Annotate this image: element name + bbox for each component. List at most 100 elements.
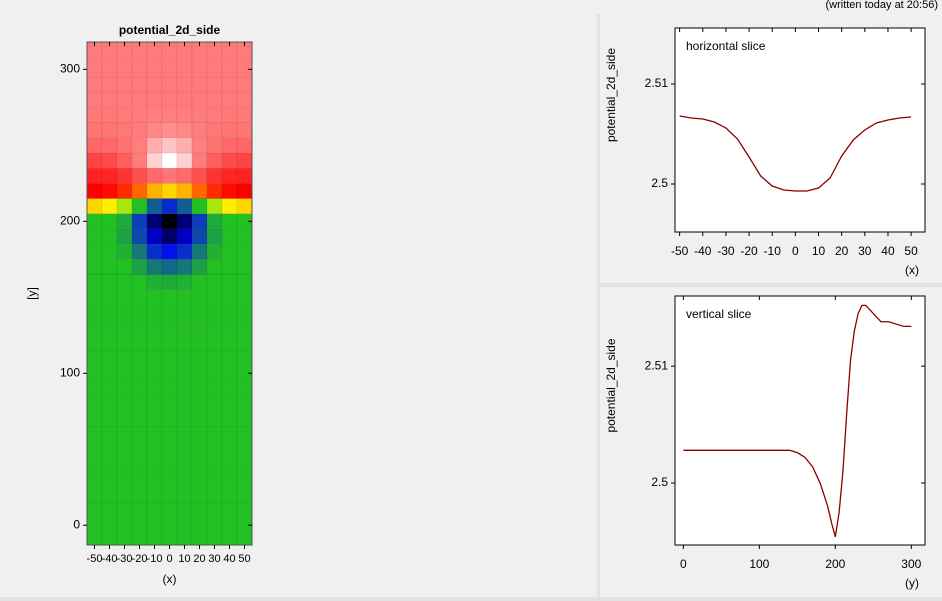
heat-cell [206, 517, 223, 534]
heat-cell [101, 335, 118, 351]
heat-cell [176, 426, 193, 442]
heat-cell [191, 61, 208, 78]
heat-cell [101, 167, 118, 184]
heat-cell [146, 487, 163, 503]
heat-cell [116, 228, 133, 245]
heat-cell [87, 61, 103, 78]
heat-cell [116, 122, 133, 138]
heat-cell [161, 517, 178, 534]
heat-cell [101, 471, 118, 488]
heat-cell [87, 395, 103, 412]
heat-cell [116, 395, 133, 412]
heat-cell [176, 76, 193, 93]
heat-cell [206, 61, 223, 78]
heat-cell [191, 335, 208, 351]
heat-cell [131, 319, 148, 336]
heat-cell [221, 456, 238, 473]
heat-cell [101, 107, 118, 123]
heat-cell [176, 91, 193, 108]
heat-cell [191, 502, 208, 518]
heat-cell [131, 274, 148, 290]
heat-cell [161, 380, 178, 397]
heat-cell [131, 228, 148, 245]
heat-cell [161, 243, 178, 260]
heat-cell [131, 76, 148, 93]
heat-cell [131, 107, 148, 123]
heat-cell [221, 335, 238, 351]
heat-cell [161, 228, 178, 245]
heat-cell [161, 137, 178, 154]
heat-cell [191, 183, 208, 199]
heat-cell [176, 198, 193, 214]
heat-cell [221, 259, 238, 275]
heat-cell [206, 46, 223, 63]
heat-cell [191, 228, 208, 245]
heat-cell [206, 441, 223, 458]
heat-cell [236, 395, 252, 412]
heat-cell [221, 76, 238, 93]
heat-cell [191, 122, 208, 138]
heat-cell [221, 107, 238, 123]
heat-cell [87, 167, 103, 184]
heat-cell [206, 304, 223, 321]
heat-cell [161, 122, 178, 138]
heat-cell [131, 350, 148, 366]
heat-cell [87, 107, 103, 123]
heat-cell [221, 243, 238, 260]
heat-cell [131, 471, 148, 488]
heat-cell [176, 61, 193, 78]
heat-cell [131, 91, 148, 108]
heat-cell [87, 183, 103, 199]
heat-cell [116, 487, 133, 503]
heat-cell [161, 426, 178, 442]
heat-cell [176, 471, 193, 488]
heat-cell [161, 471, 178, 488]
heat-cell [161, 395, 178, 412]
x-tick-label: 200 [825, 557, 845, 571]
heat-cell [236, 411, 252, 427]
heat-cell [191, 274, 208, 290]
y-axis-label: [y] [25, 287, 39, 300]
heat-cell [191, 350, 208, 366]
heat-cell [221, 380, 238, 397]
heat-cell [161, 183, 178, 199]
heat-cell [221, 213, 238, 230]
heat-cell [161, 91, 178, 108]
heat-cell [221, 152, 238, 169]
heat-cell [176, 183, 193, 199]
heat-cell [131, 426, 148, 442]
heat-cell [87, 198, 103, 214]
heat-cell [191, 137, 208, 154]
heat-cell [116, 365, 133, 382]
heat-cell [131, 167, 148, 184]
heat-cell [236, 456, 252, 473]
chart-title: potential_2d_side [119, 23, 221, 37]
chart-line: horizontal slice(x)potential_2d_side-50-… [604, 27, 926, 277]
heat-cell [87, 122, 103, 138]
plot [679, 115, 912, 192]
heat-cell [176, 395, 193, 412]
heat-cell [161, 107, 178, 123]
heat-cell [146, 319, 163, 336]
heat-cell [116, 441, 133, 458]
heat-cell [146, 76, 163, 93]
heat-cell [191, 259, 208, 275]
heat-cell [221, 365, 238, 382]
bottom-strip [0, 597, 942, 601]
x-tick-label: 20 [193, 553, 205, 565]
heat-cell [161, 152, 178, 169]
heat-cell [101, 122, 118, 138]
y-tick-label: 2.51 [645, 358, 669, 372]
heat-cell [131, 122, 148, 138]
heat-cell [221, 274, 238, 290]
splitter-vertical [597, 14, 600, 597]
heat-cell [101, 243, 118, 260]
heat-cell [176, 335, 193, 351]
heat-cell [176, 137, 193, 154]
heat-cell [191, 213, 208, 230]
heat-cell [191, 487, 208, 503]
heat-cell [221, 487, 238, 503]
heat-cell [101, 46, 118, 63]
heat-cell [206, 91, 223, 108]
heat-cell [206, 152, 223, 169]
